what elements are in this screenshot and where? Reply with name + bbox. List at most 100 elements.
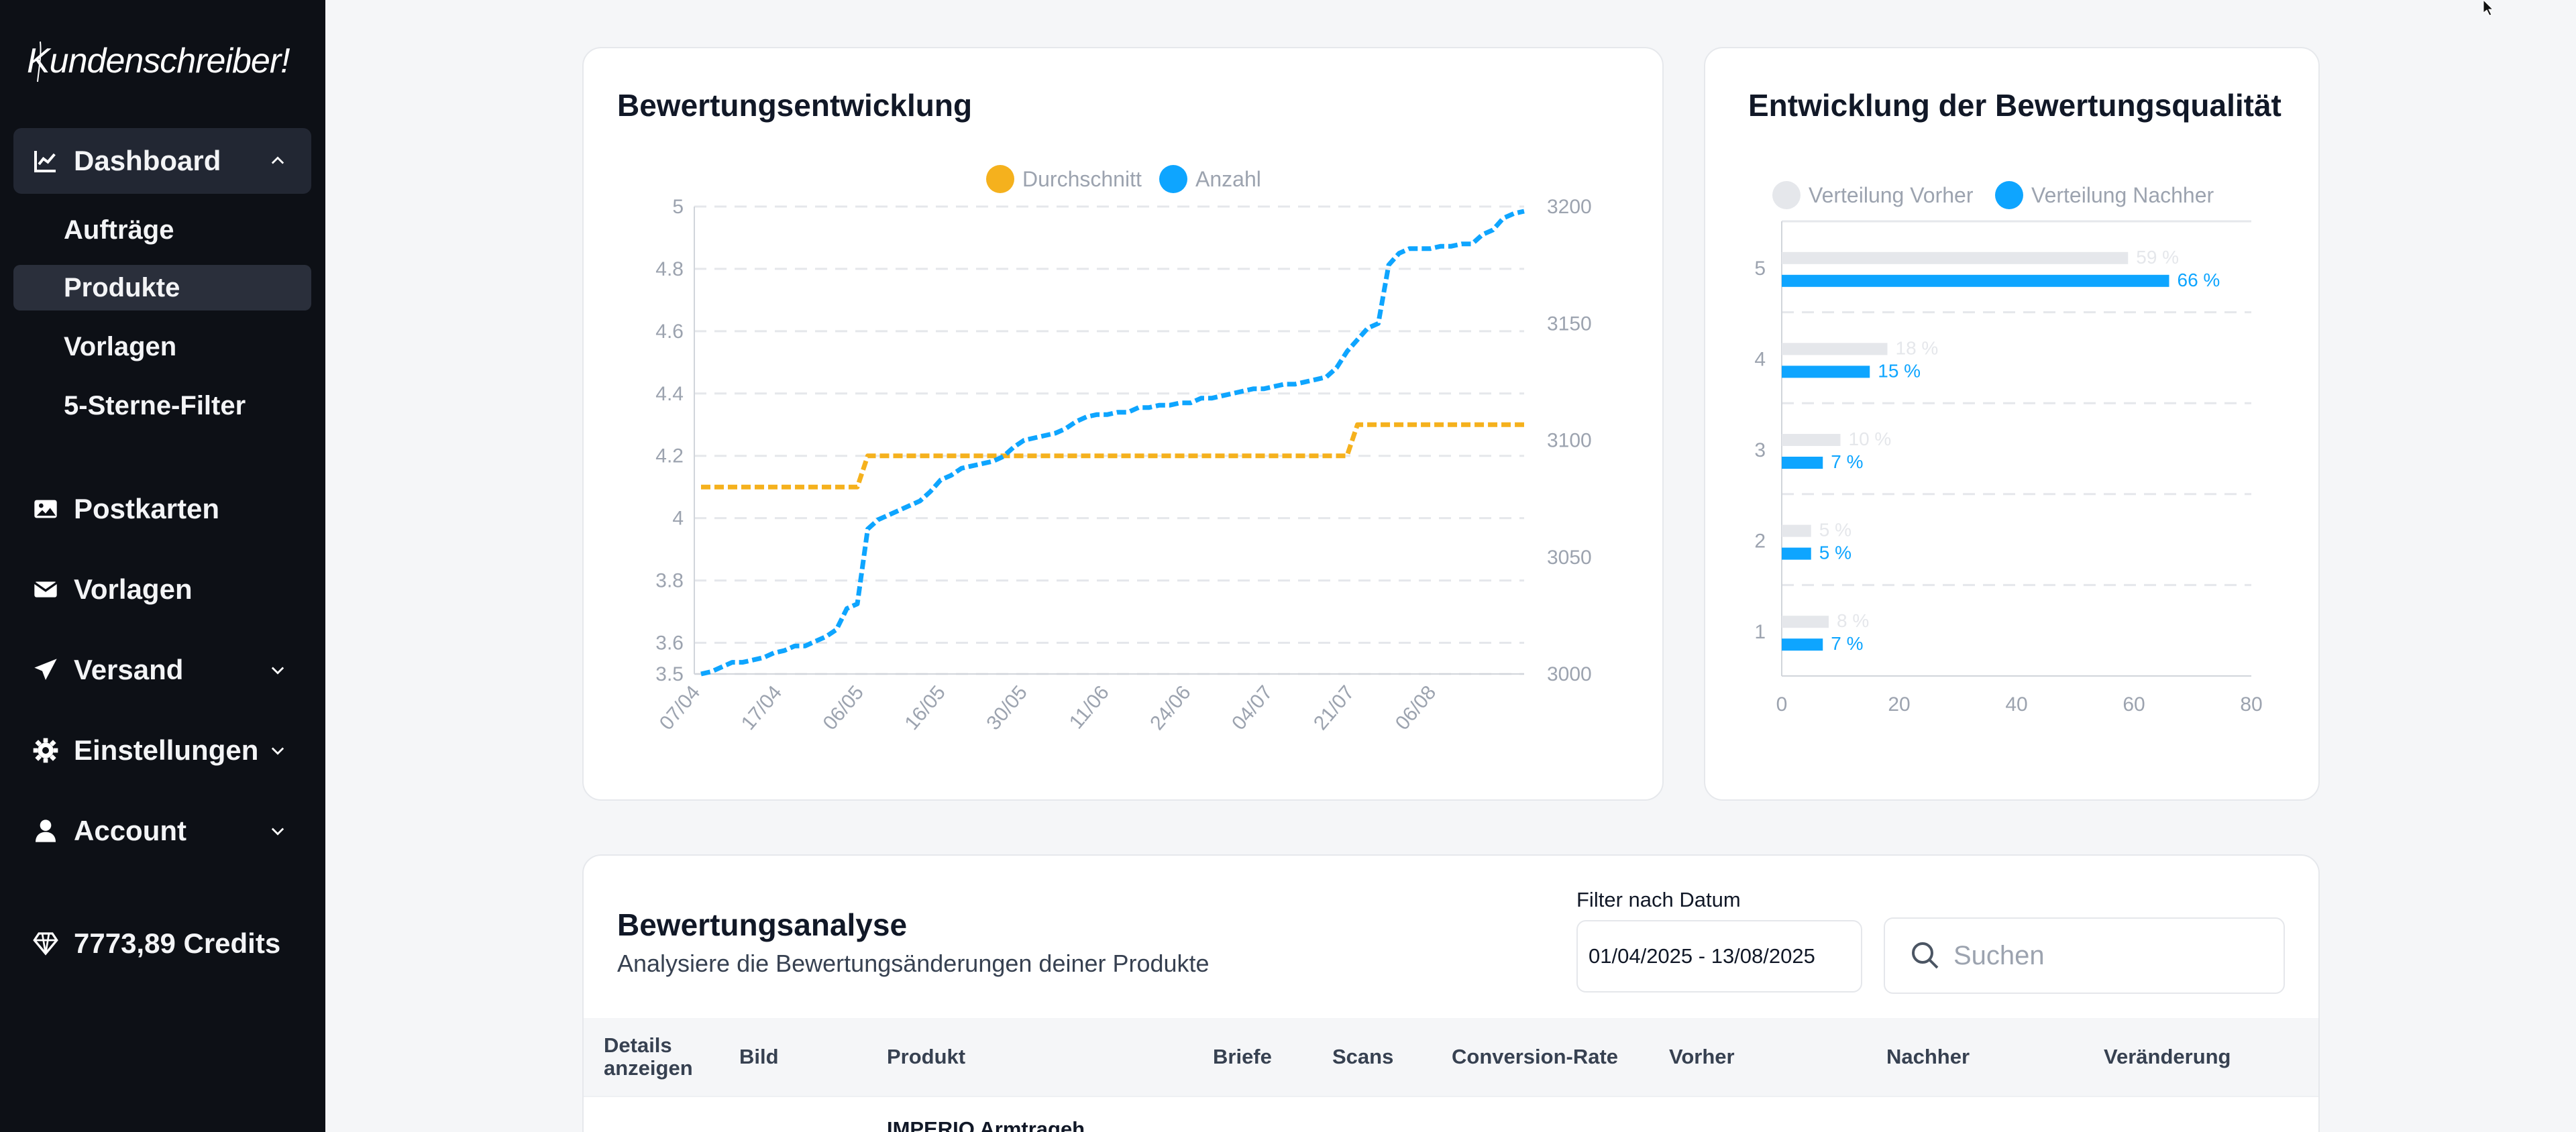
legend-swatch-vorher — [1772, 181, 1801, 209]
x-tick-label: 04/07 — [1228, 681, 1277, 734]
series-line-durchschnitt — [701, 422, 1524, 490]
y-tick-label: 1 — [1754, 621, 1766, 643]
legend-durchschnitt[interactable]: Durchschnitt — [986, 165, 1142, 193]
sidebar: Kundenschreiber! Dashboard Aufträge Prod… — [0, 0, 325, 1132]
date-filter-label: Filter nach Datum — [1576, 888, 1741, 911]
nav-vorlagen[interactable]: Vorlagen — [13, 557, 311, 622]
bar-nachher — [1782, 365, 1870, 378]
col-produkt[interactable]: Produkt — [887, 1045, 966, 1068]
legend-swatch-durchschnitt — [986, 165, 1014, 193]
nav-sub-label: Aufträge — [64, 215, 174, 245]
legend-nachher[interactable]: Verteilung Nachher — [1995, 181, 2214, 209]
bar-value-label: 18 % — [1896, 337, 1939, 358]
mouse-cursor-icon — [2483, 0, 2494, 16]
nav-account[interactable]: Account — [13, 798, 311, 864]
user-icon — [32, 817, 59, 844]
nav-sub-auftraege[interactable]: Aufträge — [13, 207, 311, 253]
bar-value-label: 15 % — [1878, 360, 1921, 381]
bar-value-label: 66 % — [2178, 270, 2220, 290]
rating-development-title: Bewertungsentwicklung — [617, 88, 973, 123]
bar-nachher — [1782, 638, 1823, 651]
bar-vorher — [1782, 524, 1811, 537]
nav-sub-label: Produkte — [64, 272, 180, 302]
col-veraenderung[interactable]: Veränderung — [2104, 1045, 2231, 1068]
table-row[interactable]: IMPERIO Armtrageh — [584, 1096, 2318, 1132]
nav-sub-5-sterne-filter[interactable]: 5-Sterne-Filter — [13, 383, 311, 429]
y-left-tick-label: 4.2 — [655, 445, 684, 467]
bar-value-label: 59 % — [2136, 247, 2179, 268]
bar-vorher — [1782, 434, 1841, 446]
legend-vorher[interactable]: Verteilung Vorher — [1772, 181, 1974, 209]
y-tick-label: 3 — [1754, 439, 1766, 461]
legend-label: Verteilung Nachher — [2031, 182, 2214, 207]
nav-vorlagen-label: Vorlagen — [74, 573, 193, 605]
y-left-tick-label: 5 — [672, 196, 684, 218]
chevron-down-icon — [271, 747, 284, 755]
nav-einstellungen-label: Einstellungen — [74, 734, 259, 766]
legend-label: Anzahl — [1195, 166, 1261, 191]
bar-nachher — [1782, 457, 1823, 469]
y-right-tick-label: 3100 — [1547, 430, 1592, 452]
x-tick-label: 20 — [1888, 693, 1910, 716]
nav-sub-vorlagen[interactable]: Vorlagen — [13, 324, 311, 370]
date-range-input[interactable]: 01/04/2025 - 13/08/2025 — [1576, 920, 1862, 993]
nav-versand[interactable]: Versand — [13, 637, 311, 703]
nav-sub-label: Vorlagen — [64, 331, 177, 361]
credits-label: 7773,89 Credits — [74, 927, 281, 959]
y-tick-label: 4 — [1754, 348, 1766, 370]
nav-sub-label: 5-Sterne-Filter — [64, 390, 246, 420]
bar-value-label: 7 % — [1831, 633, 1863, 654]
logo[interactable]: Kundenschreiber! — [27, 35, 309, 89]
col-vorher[interactable]: Vorher — [1669, 1045, 1735, 1068]
nav-dashboard[interactable]: Dashboard — [13, 128, 311, 194]
nav-sub-produkte[interactable]: Produkte — [13, 265, 311, 310]
nav-dashboard-label: Dashboard — [74, 145, 221, 176]
nav-einstellungen[interactable]: Einstellungen — [13, 718, 311, 783]
rating-quality-card: Entwicklung der Bewertungsqualität Verte… — [1704, 47, 2320, 801]
credits-display[interactable]: 7773,89 Credits — [13, 911, 311, 976]
x-tick-label: 21/07 — [1309, 681, 1359, 734]
y-tick-label: 5 — [1754, 258, 1766, 280]
bar-value-label: 8 % — [1837, 610, 1869, 631]
bar-value-label: 7 % — [1831, 451, 1863, 472]
logo-signature: Kundenschreiber! — [27, 41, 290, 82]
search-input[interactable] — [1953, 919, 2168, 993]
table-header: Details anzeigen Bild Produkt Briefe Sca… — [584, 1018, 2318, 1096]
nav-account-label: Account — [74, 815, 186, 846]
y-right-tick-label: 3050 — [1547, 547, 1592, 569]
bar-vorher — [1782, 251, 2129, 264]
bar-value-label: 10 % — [1849, 429, 1892, 449]
y-left-tick-label: 4 — [672, 508, 684, 530]
y-left-tick-label: 3.8 — [655, 570, 684, 592]
legend-anzahl[interactable]: Anzahl — [1159, 165, 1261, 193]
y-left-tick-label: 3.5 — [655, 663, 684, 685]
col-nachher[interactable]: Nachher — [1886, 1045, 1970, 1068]
col-briefe[interactable]: Briefe — [1213, 1045, 1272, 1068]
nav-postkarten[interactable]: Postkarten — [13, 476, 311, 542]
legend-label: Durchschnitt — [1022, 166, 1142, 191]
bar-nachher — [1782, 274, 2169, 287]
gear-icon — [32, 737, 59, 764]
legend-swatch-nachher — [1995, 181, 2023, 209]
bar-value-label: 5 % — [1819, 520, 1851, 541]
search-box[interactable] — [1884, 917, 2285, 994]
rating-development-card: Bewertungsentwicklung Durchschnitt Anzah… — [582, 47, 1664, 801]
paper-plane-icon — [32, 657, 59, 683]
line-chart: 3.5 3.6 3.8 4 4.2 4.4 4.6 4.8 5 3000 3050 3100 3150 3… — [655, 196, 1592, 734]
col-conversion-rate[interactable]: Conversion-Rate — [1452, 1045, 1619, 1068]
x-tick-label: 60 — [2123, 693, 2145, 716]
col-details[interactable]: Details anzeigen — [604, 1033, 693, 1080]
x-tick-label: 17/04 — [737, 681, 787, 734]
x-tick-label: 16/05 — [900, 681, 950, 734]
y-left-tick-label: 4.6 — [655, 321, 684, 343]
analysis-subtitle: Analysiere die Bewertungsänderungen dein… — [617, 950, 1210, 977]
x-tick-label: 07/04 — [655, 681, 705, 734]
legend-swatch-anzahl — [1159, 165, 1187, 193]
series-line-anzahl — [700, 209, 1525, 677]
svg-text:Kundenschreiber!: Kundenschreiber! — [27, 42, 290, 80]
bar-vorher — [1782, 616, 1829, 628]
col-bild[interactable]: Bild — [739, 1045, 779, 1068]
envelope-icon — [32, 576, 59, 603]
col-scans[interactable]: Scans — [1332, 1045, 1394, 1068]
